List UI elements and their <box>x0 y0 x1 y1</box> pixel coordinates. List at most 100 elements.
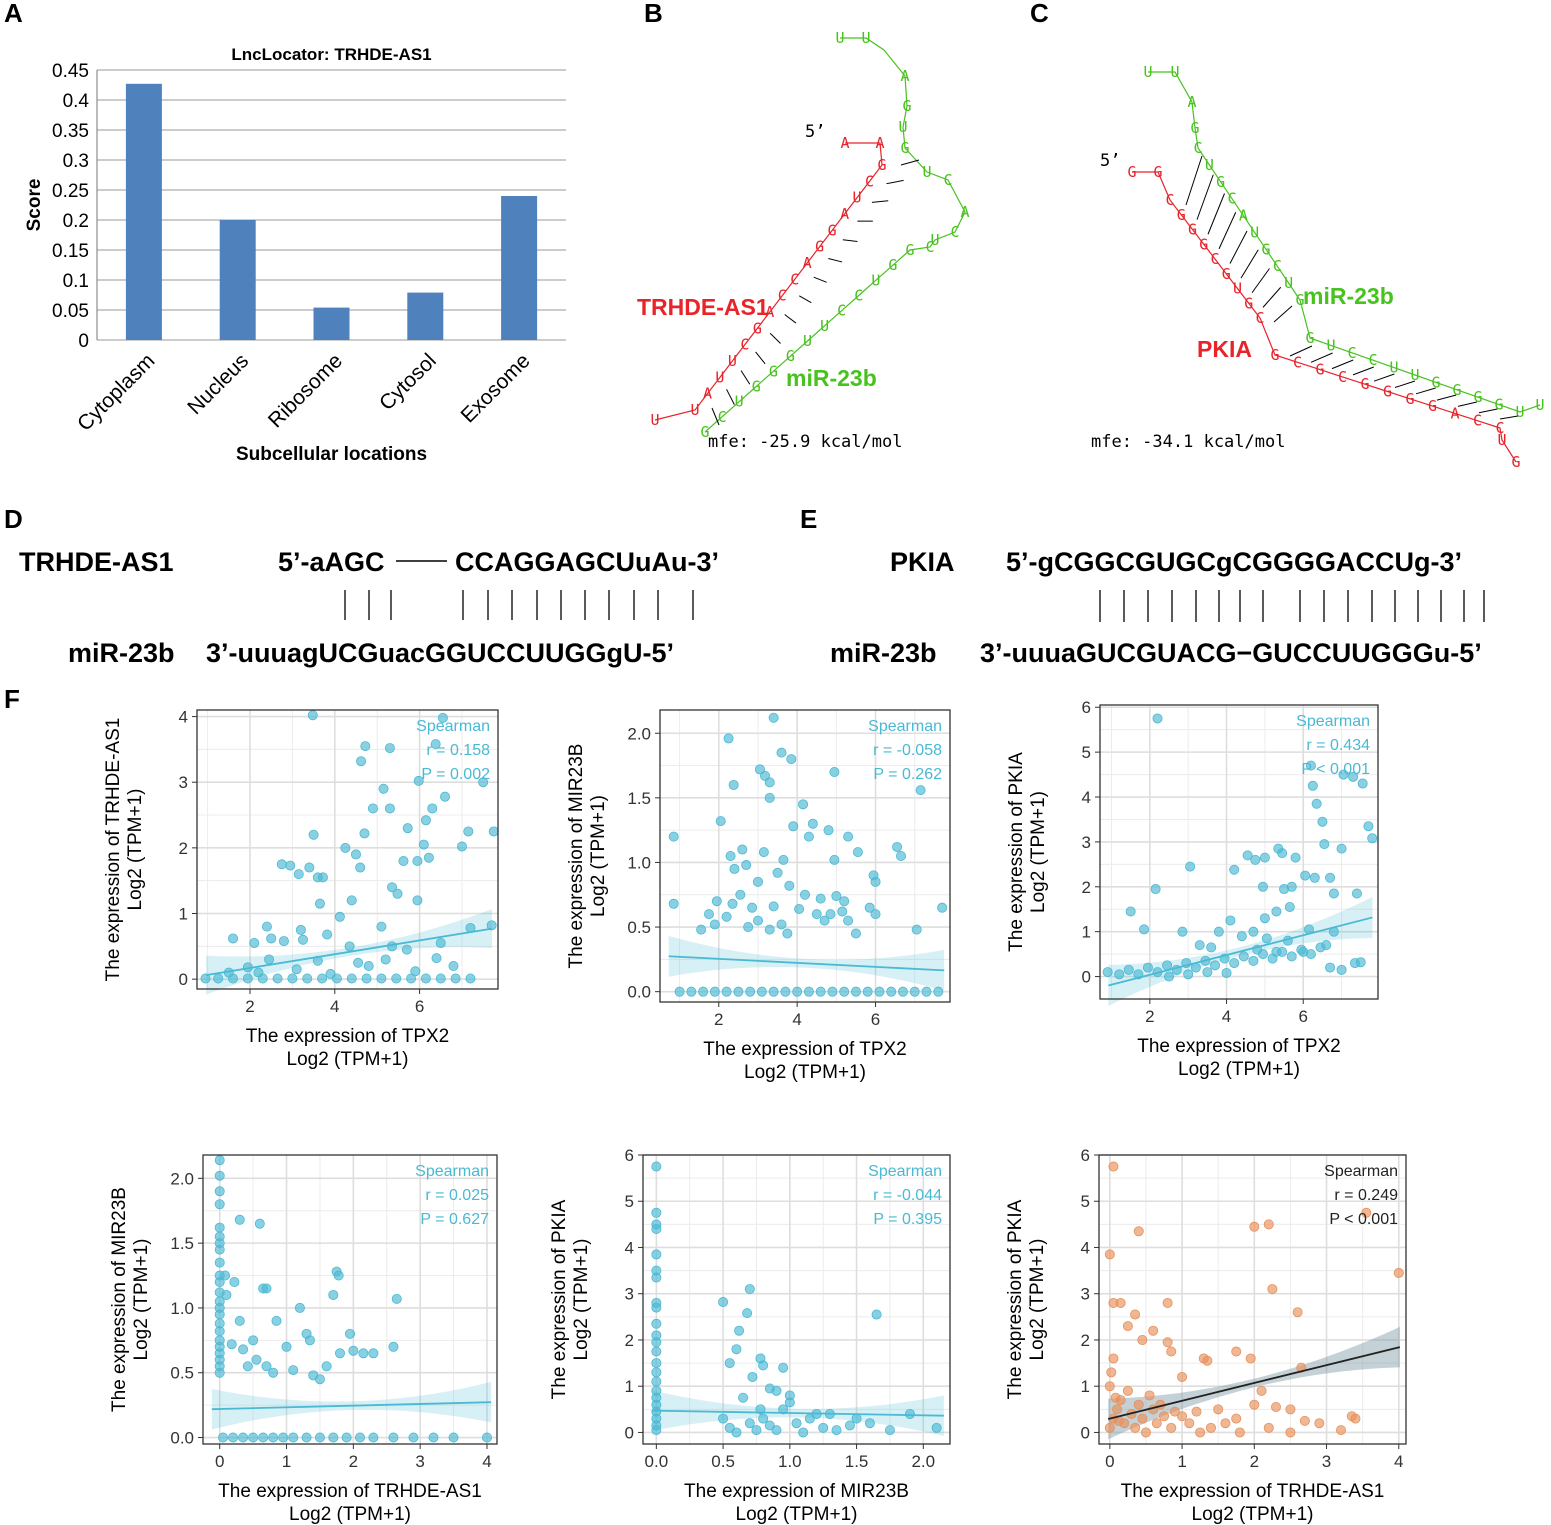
bar-nucleus <box>219 220 256 340</box>
data-point <box>1238 951 1249 962</box>
data-point <box>228 933 239 944</box>
bar-cytosol <box>407 292 444 340</box>
data-point <box>1191 1406 1202 1417</box>
data-point <box>214 1186 225 1197</box>
data-point <box>214 1155 225 1166</box>
mir23b-strand-c-base: U <box>1170 63 1179 81</box>
data-point <box>402 823 413 834</box>
base-pair-tick <box>1251 268 1270 294</box>
data-point <box>214 1170 225 1181</box>
x-tick-label: 2 <box>714 1010 723 1029</box>
mir23b-strand-c-base: C <box>1368 351 1377 369</box>
mir23b-strand-c-base: G <box>1473 388 1482 406</box>
data-point <box>328 1432 339 1443</box>
mir23b-strand-c-base: G <box>1190 119 1199 137</box>
data-point <box>261 1283 272 1294</box>
data-point <box>744 1418 755 1429</box>
data-point <box>827 986 838 997</box>
data-point <box>698 986 709 997</box>
y-tick-label: 0 <box>1081 1423 1090 1442</box>
data-point <box>776 919 787 930</box>
data-point <box>886 986 897 997</box>
data-point <box>367 803 378 814</box>
x-tick-label: 2 <box>1145 1007 1154 1026</box>
panel-label-e: E <box>800 504 817 534</box>
base-pair-tick <box>813 276 827 283</box>
y-tick-label: 0.45 <box>52 61 89 82</box>
mir23b-strand-b-base: C <box>950 223 959 241</box>
data-point <box>850 928 861 939</box>
data-point <box>1159 1411 1170 1422</box>
data-point <box>1350 1413 1361 1424</box>
data-point <box>850 986 861 997</box>
data-point <box>1249 1221 1260 1232</box>
y-tick-label: 0.0 <box>170 1429 194 1448</box>
mir23b-strand-b-base: U <box>861 29 870 47</box>
data-point <box>696 924 707 935</box>
scatter-plot-tpx2-pkia: 2 4 6 0 1 2 3 4 5 6 Spearman r = 0.434 P < 0.001 The … <box>1006 698 1379 1080</box>
y-tick-label: 1 <box>1082 923 1091 942</box>
data-point <box>1296 944 1307 955</box>
stats-title: Spearman <box>1324 1163 1398 1180</box>
data-point <box>257 973 268 984</box>
mir23b-strand-b-base: C <box>854 287 863 305</box>
x-tick-label: 0 <box>1105 1452 1114 1471</box>
data-point <box>1311 798 1322 809</box>
data-point <box>376 973 387 984</box>
data-point <box>1284 901 1295 912</box>
data-point <box>1285 1404 1296 1415</box>
data-point <box>214 1277 225 1288</box>
pkia-strand-base: U <box>1497 431 1506 449</box>
data-point <box>668 898 679 909</box>
data-point <box>420 815 431 826</box>
data-point <box>747 1371 758 1382</box>
data-point <box>1325 962 1336 973</box>
x-axis-title: The expression of TRHDE-AS1 <box>1121 1481 1385 1502</box>
data-point <box>1259 913 1270 924</box>
bar-cytoplasm <box>125 83 162 341</box>
pkia-strand-base: G <box>1360 375 1369 393</box>
scatter-plot-trhde-as1-mir23b: 0 1 2 3 4 0.0 0.5 1.0 1.5 2.0 Spearman r = 0.025 P =… <box>109 1154 498 1525</box>
data-point <box>651 1223 662 1234</box>
data-point <box>1250 854 1261 865</box>
stats-title: Spearman <box>868 1163 942 1180</box>
data-point <box>1108 1161 1119 1172</box>
data-point <box>1277 946 1288 957</box>
data-point <box>1137 1413 1148 1424</box>
mir23b-strand-c-base: C <box>1193 139 1202 157</box>
pkia-strand-base: C <box>1165 191 1174 209</box>
data-point <box>430 739 441 750</box>
data-point <box>1115 1297 1126 1308</box>
data-point <box>1221 967 1232 978</box>
data-point <box>1273 843 1284 854</box>
mir23b-strand-b-base: C <box>718 408 727 426</box>
x-tick-label: 4 <box>330 997 339 1016</box>
data-point <box>768 986 779 997</box>
data-point <box>1205 1422 1216 1433</box>
data-point <box>807 818 818 829</box>
trhde-as1-strand-base: U <box>853 189 862 207</box>
align-e-mirna-seq: 3’-uuuaGUCGUACG−GUCCUUGGGu-5’ <box>980 638 1482 668</box>
data-point <box>481 1432 492 1443</box>
plot-area <box>643 1155 950 1444</box>
data-point <box>1257 881 1268 892</box>
mir23b-strand-b-base: G <box>752 378 761 396</box>
base-pair-tick <box>900 159 920 166</box>
pkia-strand-base: G <box>1153 163 1162 181</box>
y-tick-label: 2 <box>625 1331 634 1350</box>
base-pair-tick <box>1207 193 1225 235</box>
mir23b-strand-c-base: G <box>1494 396 1503 414</box>
data-point <box>435 973 446 984</box>
data-point <box>353 957 364 968</box>
data-point <box>1300 870 1311 881</box>
data-point <box>727 898 738 909</box>
data-point <box>412 895 423 906</box>
x-tick-label: Ribosome <box>264 349 347 432</box>
mir23b-strand-c-base: U <box>1389 359 1398 377</box>
data-point <box>276 859 287 870</box>
y-axis-title-units: Log2 (TPM+1) <box>571 1239 592 1361</box>
stats-p: P = 0.627 <box>420 1211 489 1228</box>
mir23b-strand-c-base: A <box>1239 207 1248 225</box>
plot-border <box>642 1154 951 1445</box>
